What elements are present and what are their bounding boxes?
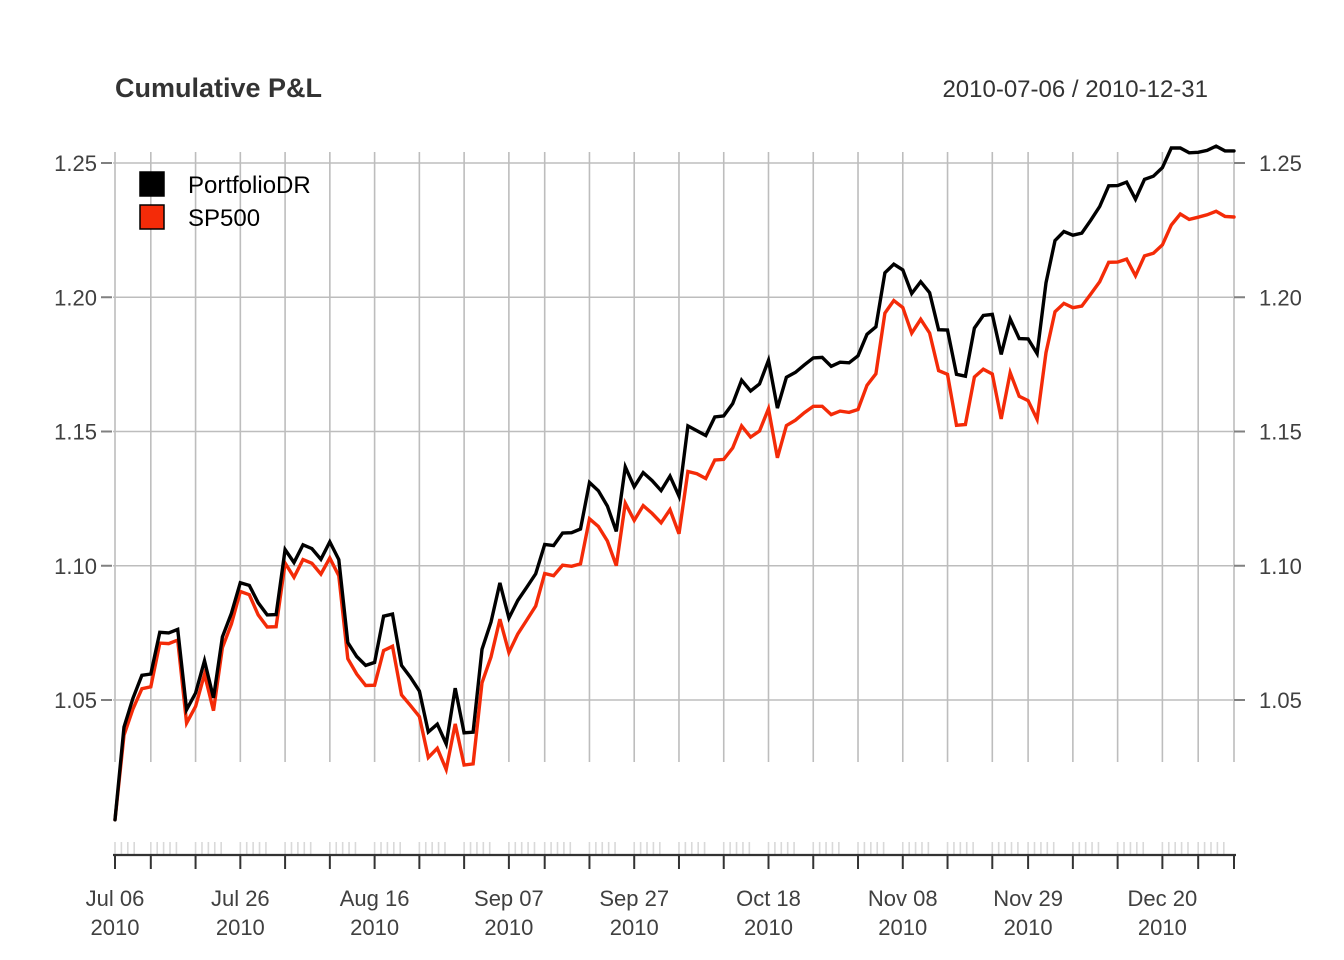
y-tick-label-right: 1.20 bbox=[1259, 285, 1302, 310]
x-tick-label: Nov 29 bbox=[993, 886, 1063, 911]
y-tick-label-right: 1.05 bbox=[1259, 688, 1302, 713]
legend-swatch-portfoliodr bbox=[139, 171, 165, 197]
x-axis-labels: Jul 06 2010 Jul 26 2010 Aug 16 2010 Sep 07 2010… bbox=[86, 886, 1198, 940]
y-tick-label-right: 1.15 bbox=[1259, 420, 1302, 445]
x-tick-label: Dec 20 bbox=[1128, 886, 1198, 911]
y-tick-label-left: 1.15 bbox=[54, 420, 97, 445]
y-axis-labels-left: 1.05 1.10 1.15 1.20 1.25 bbox=[54, 151, 97, 713]
y-axis-tick-stubs bbox=[101, 162, 1245, 701]
x-tick-label: Jul 26 bbox=[211, 886, 270, 911]
y-tick-label-left: 1.05 bbox=[54, 688, 97, 713]
y-tick-label-right: 1.25 bbox=[1259, 151, 1302, 176]
x-tick-label: Aug 16 bbox=[340, 886, 410, 911]
y-axis-labels-right: 1.05 1.10 1.15 1.20 1.25 bbox=[1259, 151, 1302, 713]
horizontal-gridlines bbox=[113, 162, 1233, 701]
x-tick-label: Jul 06 bbox=[86, 886, 145, 911]
x-axis-minor-ticks bbox=[114, 842, 1225, 854]
y-tick-label-right: 1.10 bbox=[1259, 554, 1302, 579]
sp500-line bbox=[113, 209, 1236, 822]
x-tick-label-year: 2010 bbox=[1138, 915, 1187, 940]
legend-label-portfoliodr: PortfolioDR bbox=[188, 172, 311, 199]
x-tick-label: Sep 27 bbox=[599, 886, 669, 911]
y-tick-label-left: 1.20 bbox=[54, 285, 97, 310]
vertical-gridlines bbox=[114, 152, 1235, 762]
legend: PortfolioDR SP500 bbox=[139, 171, 311, 232]
x-tick-label: Sep 07 bbox=[474, 886, 544, 911]
x-tick-label: Oct 18 bbox=[736, 886, 801, 911]
portfoliodr-line bbox=[113, 144, 1236, 822]
y-tick-label-left: 1.25 bbox=[54, 151, 97, 176]
x-axis-week-ticks bbox=[114, 855, 1235, 869]
x-tick-label: Nov 08 bbox=[868, 886, 938, 911]
chart-date-range: 2010-07-06 / 2010-12-31 bbox=[942, 76, 1208, 103]
y-tick-label-left: 1.10 bbox=[54, 554, 97, 579]
legend-swatch-sp500 bbox=[139, 204, 165, 230]
chart-title: Cumulative P&L bbox=[115, 73, 322, 103]
x-tick-label-year: 2010 bbox=[350, 915, 399, 940]
x-tick-label-year: 2010 bbox=[1004, 915, 1053, 940]
x-tick-label-year: 2010 bbox=[744, 915, 793, 940]
x-tick-label-year: 2010 bbox=[610, 915, 659, 940]
x-tick-label-year: 2010 bbox=[878, 915, 927, 940]
x-tick-label-year: 2010 bbox=[91, 915, 140, 940]
legend-label-sp500: SP500 bbox=[188, 205, 260, 232]
x-tick-label-year: 2010 bbox=[484, 915, 533, 940]
x-tick-label-year: 2010 bbox=[216, 915, 265, 940]
